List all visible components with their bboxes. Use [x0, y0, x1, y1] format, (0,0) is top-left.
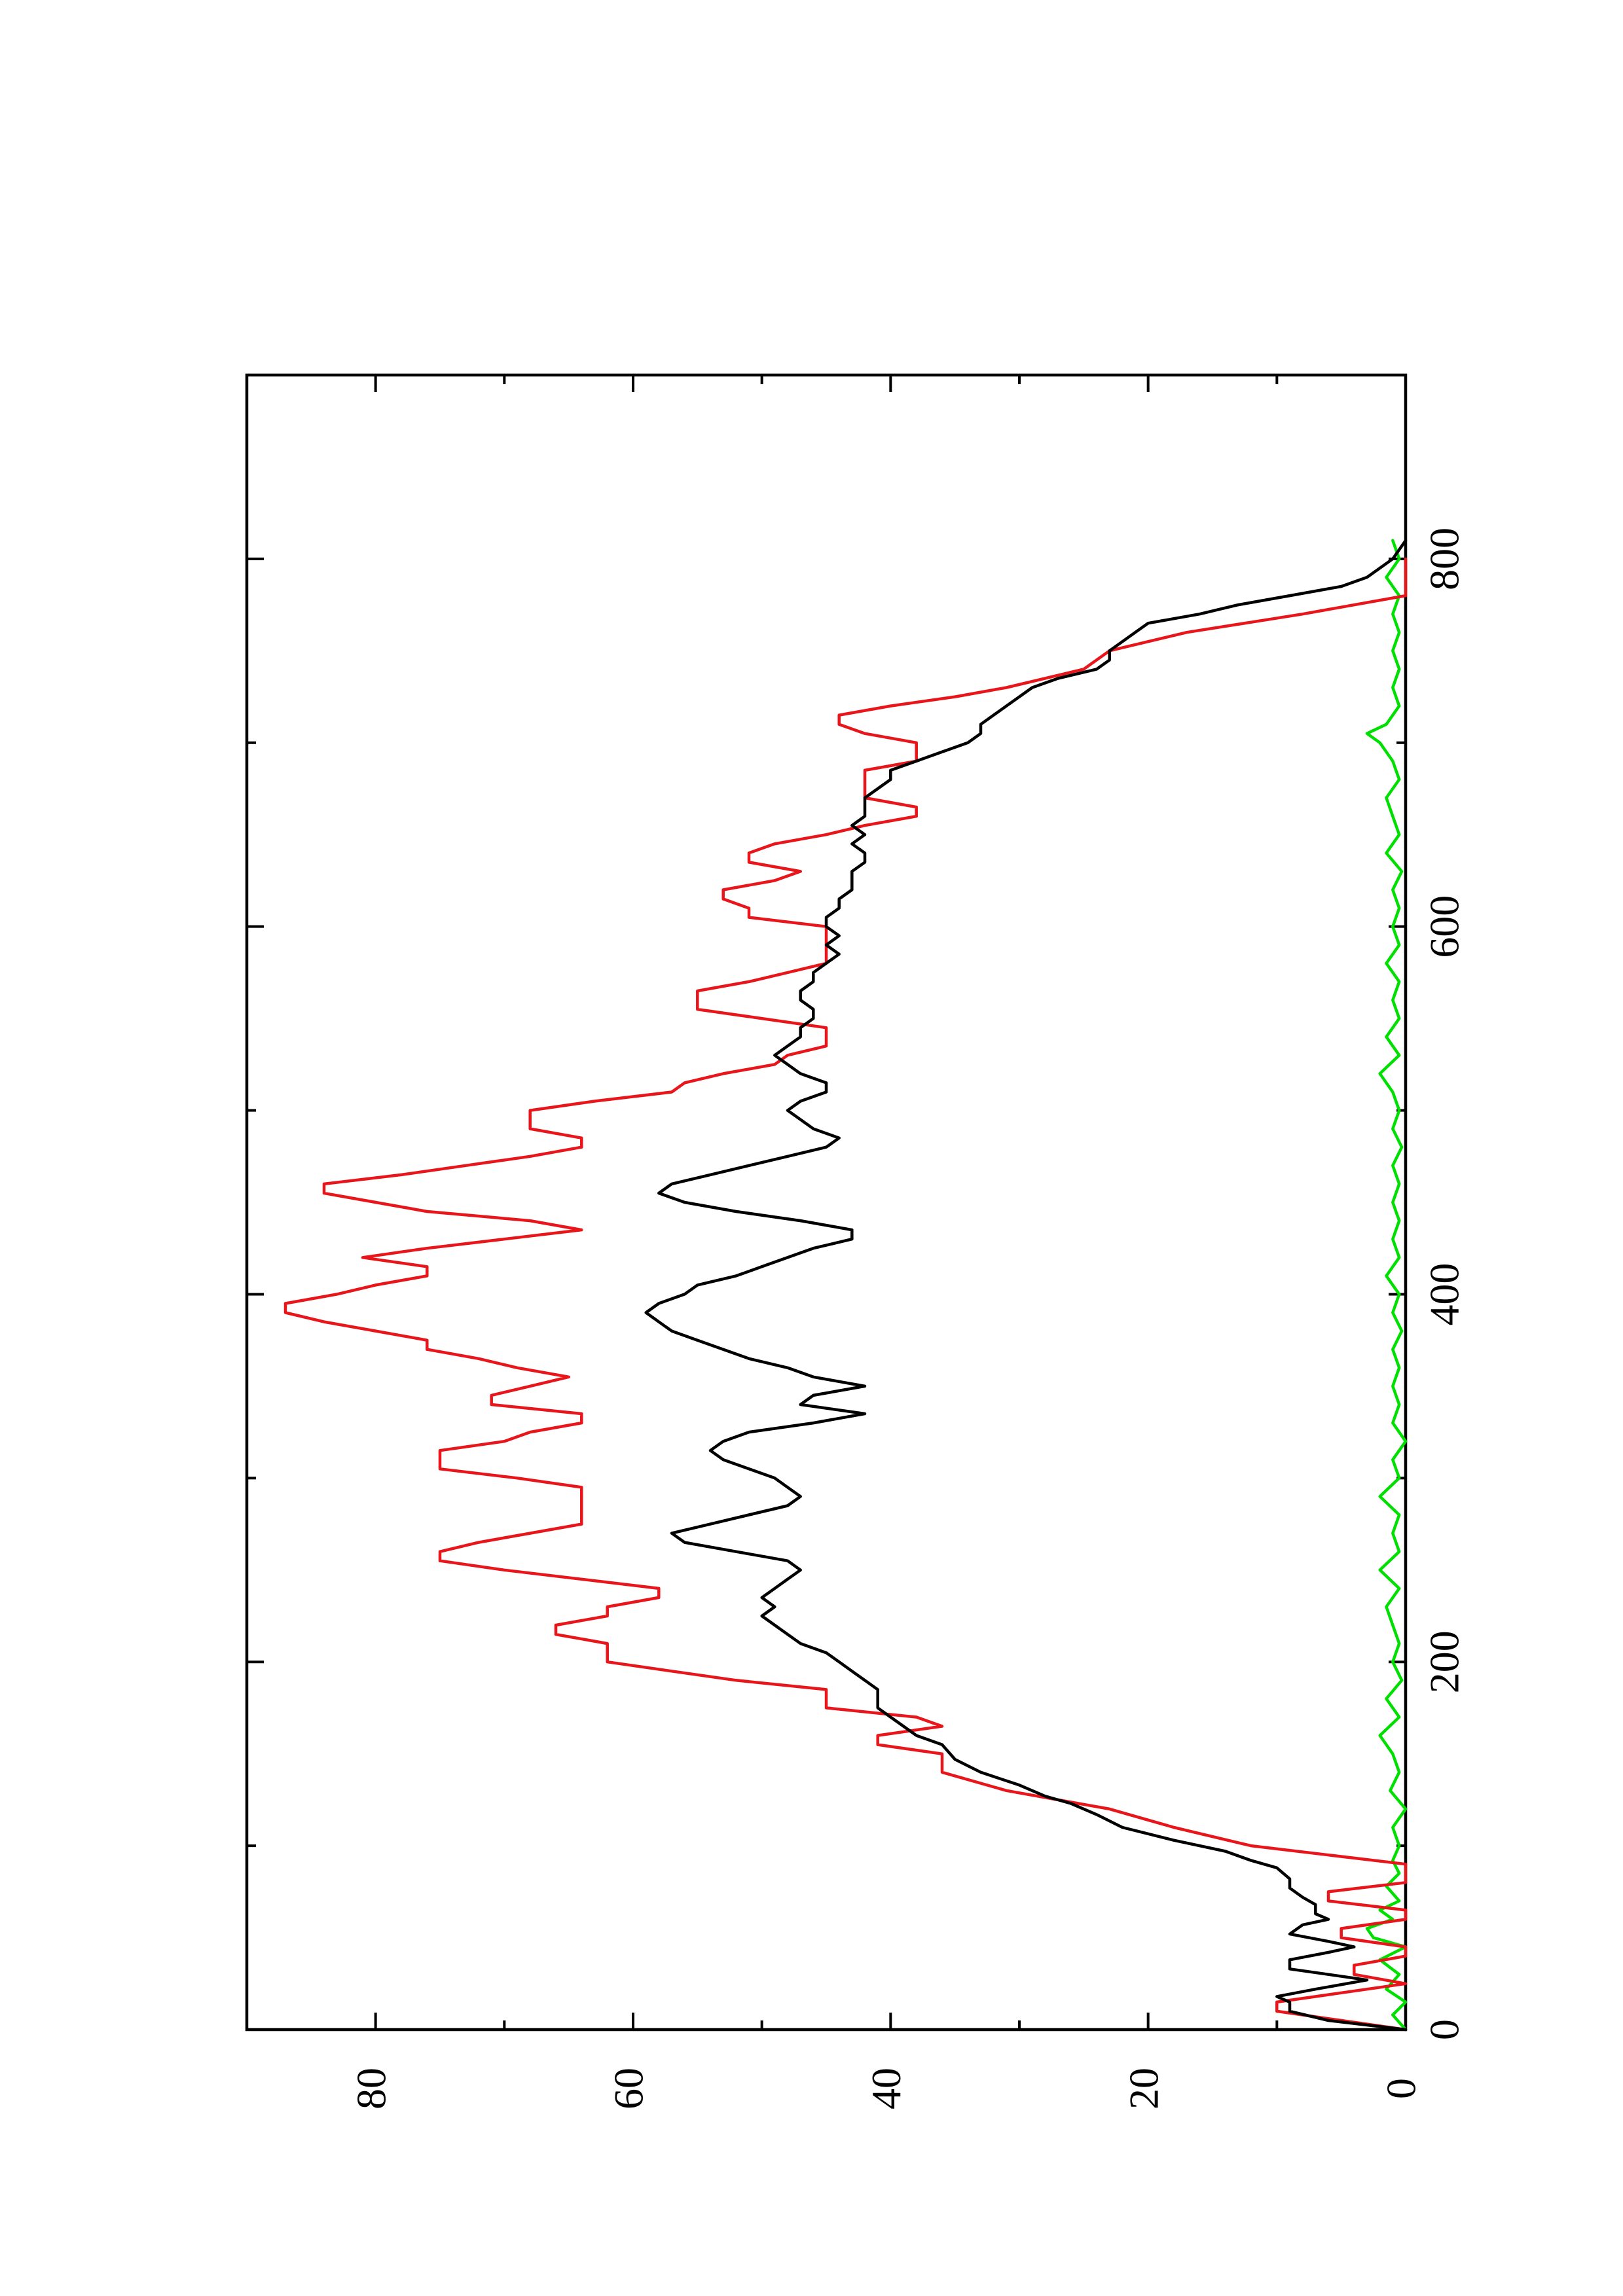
x-tick-label: 600 — [1421, 895, 1468, 958]
axis-ticks — [247, 375, 1407, 2031]
series-line-green — [1365, 539, 1408, 2032]
x-tick-label: 0 — [1421, 2019, 1468, 2040]
x-tick-label: 800 — [1421, 528, 1468, 590]
series-lines — [283, 539, 1408, 2032]
series-line-red — [283, 557, 1408, 2032]
y-tick-label: 0 — [1378, 2078, 1425, 2099]
x-tick-label: 400 — [1421, 1263, 1468, 1325]
y-tick-label: 40 — [863, 2068, 909, 2109]
plot-frame — [245, 373, 1408, 2032]
y-tick-label: 20 — [1120, 2068, 1167, 2109]
y-tick-label: 60 — [606, 2068, 652, 2109]
tick-labels: 0 200 400 600 800 0 20 40 60 80 — [348, 528, 1467, 2109]
series-line-black — [644, 539, 1408, 2032]
x-tick-label: 200 — [1421, 1630, 1468, 1693]
y-tick-label: 80 — [348, 2068, 394, 2109]
